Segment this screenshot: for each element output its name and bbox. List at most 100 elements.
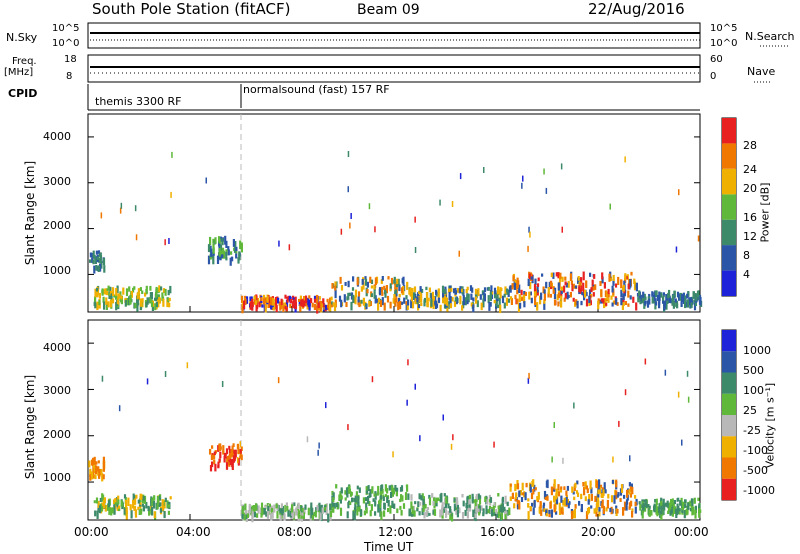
velocity-data-cell (239, 449, 242, 454)
power-data-cell (516, 289, 519, 295)
velocity-data-cell (257, 506, 260, 512)
velocity-data-cell (634, 495, 637, 499)
power-data-cell (344, 282, 347, 286)
power-sparse-echo (543, 168, 545, 175)
power-data-cell (94, 296, 97, 306)
power-data-cell (166, 299, 169, 308)
power-data-cell (383, 302, 386, 311)
power-data-cell (579, 285, 582, 294)
power-data-cell (313, 295, 317, 300)
power-data-cell (552, 286, 555, 290)
velocity-data-cell (623, 501, 627, 511)
power-data-cell (224, 235, 227, 245)
power-data-cell (401, 278, 404, 284)
power-data-cell (374, 277, 377, 285)
velocity-data-cell (315, 507, 318, 513)
velocity-data-cell (698, 503, 701, 509)
power-data-cell (483, 287, 487, 293)
velocity-data-cell (211, 445, 214, 449)
power-data-cell (529, 282, 532, 290)
velocity-data-cell (433, 509, 437, 516)
power-sparse-echo (675, 246, 678, 253)
power-data-cell (145, 301, 148, 308)
velocity-data-cell (504, 495, 507, 504)
power-data-cell (493, 287, 497, 295)
velocity-data-cell (134, 511, 137, 515)
velocity-data-cell (266, 503, 269, 507)
velocity-data-cell (534, 487, 537, 491)
velocity-data-cell (410, 501, 413, 509)
power-data-cell (104, 288, 107, 295)
power-data-cell (545, 281, 548, 289)
velocity-data-cell (519, 490, 522, 496)
velocity-data-cell (598, 486, 601, 494)
power-data-cell (624, 301, 627, 305)
velocity-data-cell (639, 504, 642, 511)
power-data-cell (674, 298, 677, 303)
velocity-data-cell (311, 507, 314, 515)
power-data-cell (264, 297, 267, 304)
velocity-data-cell (251, 509, 254, 518)
velocity-data-cell (267, 506, 270, 511)
power-data-cell (212, 252, 215, 256)
velocity-data-cell (504, 513, 507, 520)
power-data-cell (623, 280, 626, 288)
nsky-tick-bottom: 10^0 (52, 38, 80, 49)
power-data-cell (501, 295, 505, 304)
velocity-data-cell (91, 471, 94, 480)
power-data-cell (116, 285, 119, 294)
power-data-cell (395, 292, 398, 297)
velocity-data-cell (593, 508, 596, 514)
velocity-data-cell (680, 497, 683, 504)
velocity-data-cell (137, 506, 140, 511)
power-data-cell (626, 274, 629, 280)
power-data-cell (673, 290, 676, 298)
velocity-data-cell (276, 511, 279, 519)
velocity-colorbar-segment (722, 372, 736, 394)
velocity-data-cell (475, 494, 478, 500)
power-data-cell (582, 282, 585, 292)
power-data-cell (239, 240, 242, 250)
power-data-cell (102, 258, 106, 266)
power-data-cell (107, 292, 111, 296)
power-data-cell (133, 286, 136, 290)
power-data-cell (120, 295, 123, 300)
power-data-cell (688, 297, 691, 306)
power-data-cell (443, 300, 447, 309)
power-data-cell (512, 275, 515, 282)
velocity-data-cell (335, 484, 338, 489)
velocity-data-cell (237, 458, 240, 466)
power-data-cell (157, 299, 160, 308)
velocity-data-cell (532, 488, 535, 495)
velocity-data-cell (435, 497, 438, 503)
velocity-data-cell (92, 465, 95, 474)
velocity-data-cell (318, 502, 321, 512)
power-data-cell (395, 281, 399, 288)
nsky-tick-top: 10^5 (52, 23, 80, 34)
power-data-cell (600, 298, 603, 302)
power-data-cell (556, 294, 559, 301)
power-colorbar-segment (722, 143, 736, 169)
velocity-data-cell (693, 497, 696, 504)
power-data-cell (258, 301, 261, 308)
velocity-data-cell (573, 496, 576, 501)
velocity-data-cell (572, 491, 575, 495)
velocity-data-cell (509, 483, 512, 487)
velocity-sparse-echo (644, 358, 647, 365)
power-data-cell (109, 286, 112, 292)
velocity-sparse-echo (371, 376, 374, 383)
power-data-cell (154, 303, 157, 311)
velocity-data-cell (553, 479, 556, 488)
velocity-data-cell (377, 485, 380, 495)
power-data-cell (597, 300, 600, 310)
velocity-data-cell (424, 504, 427, 509)
velocity-data-cell (98, 469, 101, 478)
power-data-cell (510, 298, 513, 305)
power-data-cell (359, 299, 362, 307)
power-data-cell (654, 298, 657, 302)
power-data-cell (607, 297, 610, 303)
velocity-data-cell (89, 468, 92, 478)
power-data-cell (292, 299, 295, 308)
power-data-cell (115, 295, 118, 300)
velocity-data-cell (376, 492, 379, 496)
